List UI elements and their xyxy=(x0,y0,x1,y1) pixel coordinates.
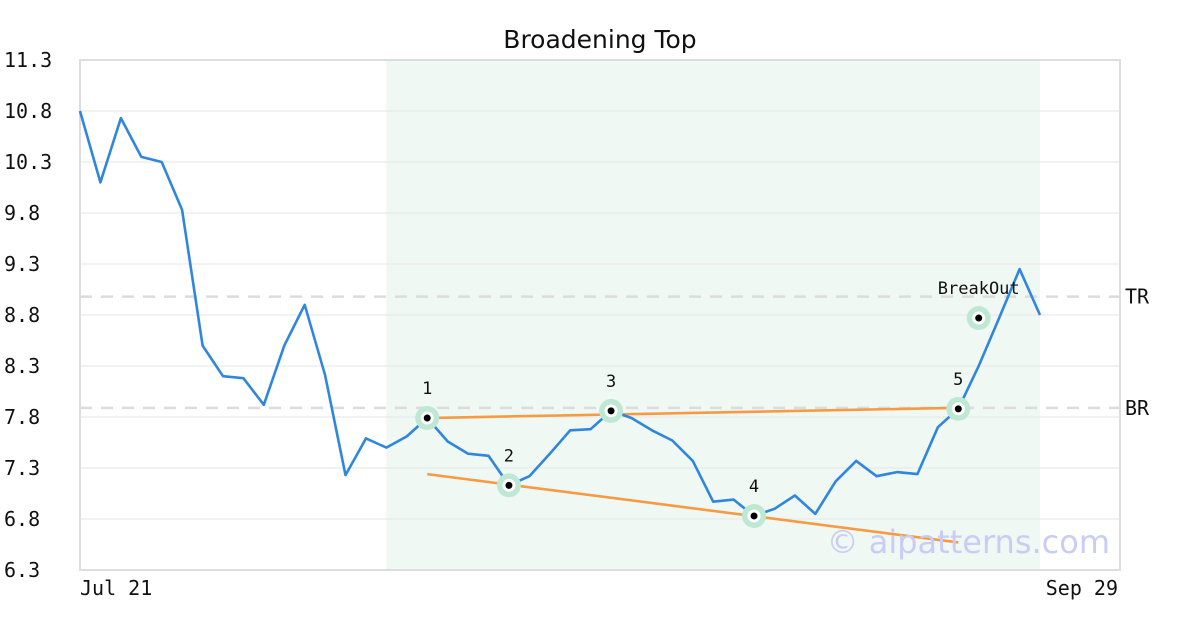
y-tick-label: 7.3 xyxy=(4,456,40,480)
point-label-1: 1 xyxy=(422,379,432,399)
point-label-3: 3 xyxy=(606,372,616,392)
point-dot-2 xyxy=(505,481,513,489)
point-dot-1 xyxy=(423,414,431,422)
y-tick-label: 11.3 xyxy=(4,48,52,72)
point-label-2: 2 xyxy=(504,446,514,466)
y-axis: 11.3 10.8 10.3 9.8 9.3 8.8 8.3 7.8 7.3 6.8 6.3 xyxy=(4,48,52,582)
x-tick-end: Sep 29 xyxy=(1046,576,1118,600)
y-tick-label: 10.3 xyxy=(4,150,52,174)
plot-frame xyxy=(79,59,1121,571)
trendline-1 xyxy=(427,406,959,420)
point-label-5: 5 xyxy=(953,370,963,390)
y-tick-label: 7.8 xyxy=(4,405,40,429)
y-tick-label: 8.8 xyxy=(4,303,40,327)
level-label-tr: TR xyxy=(1125,285,1150,309)
point-dot-5 xyxy=(954,405,962,413)
y-tick-label: 10.8 xyxy=(4,99,52,123)
watermark: © aipatterns.com xyxy=(827,523,1110,561)
y-tick-label: 6.8 xyxy=(4,507,40,531)
point-label-4: 4 xyxy=(749,477,759,497)
y-tick-label: 9.8 xyxy=(4,201,40,225)
y-tick-label: 9.3 xyxy=(4,252,40,276)
level-label-br: BR xyxy=(1125,396,1150,420)
point-dot-3 xyxy=(607,407,615,415)
y-tick-label: 8.3 xyxy=(4,354,40,378)
chart-title: Broadening Top xyxy=(503,25,696,54)
y-tick-label: 6.3 xyxy=(4,558,40,582)
price-line xyxy=(78,110,1042,518)
x-tick-start: Jul 21 xyxy=(80,576,152,600)
point-label-breakout: BreakOut xyxy=(938,279,1020,299)
point-dot-4 xyxy=(750,512,758,520)
pattern-points: 1 2 3 4 5 BreakOut xyxy=(415,279,1020,528)
point-dot-breakout xyxy=(975,314,983,322)
